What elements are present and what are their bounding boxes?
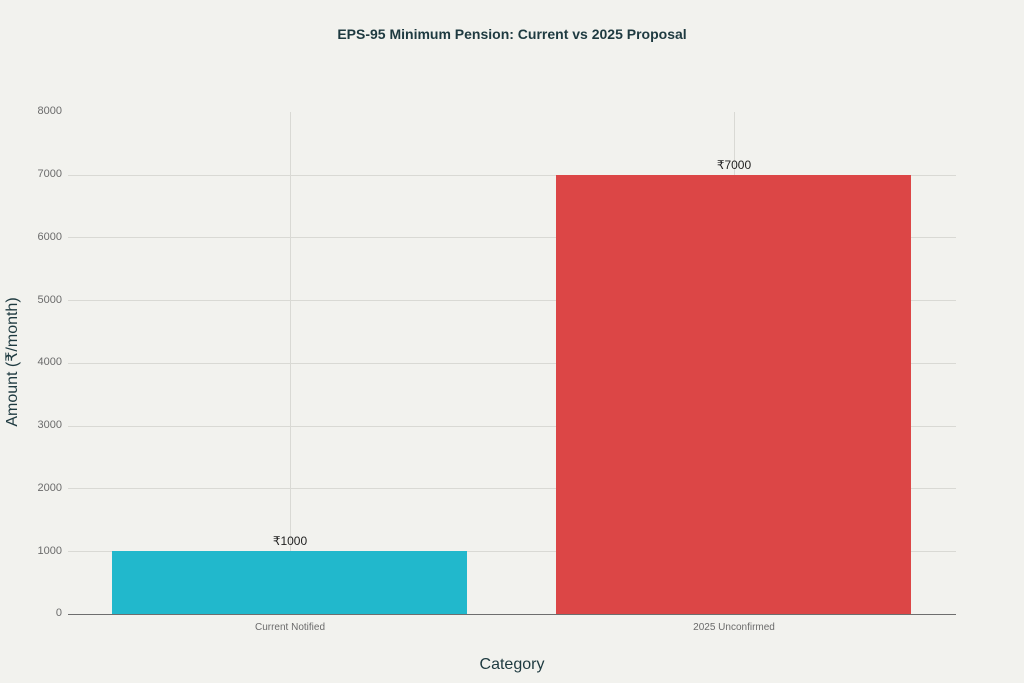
gridline	[68, 426, 956, 427]
y-tick: 2000	[37, 482, 62, 494]
gridline	[68, 237, 956, 238]
x-tick: 2025 Unconfirmed	[693, 622, 775, 633]
x-axis-label: Category	[479, 656, 545, 673]
bar-2025-unconfirmed	[556, 175, 911, 614]
y-tick: 0	[55, 607, 62, 619]
gridline	[68, 300, 956, 301]
chart-title: EPS-95 Minimum Pension: Current vs 2025 …	[337, 26, 687, 42]
bar-current-notified	[112, 551, 467, 614]
gridline	[68, 363, 956, 364]
y-tick: 4000	[37, 356, 62, 368]
y-tick: 8000	[37, 105, 62, 117]
vertical-gridline	[290, 112, 291, 614]
y-tick: 6000	[37, 231, 62, 243]
gridline	[68, 175, 956, 176]
gridline	[68, 551, 956, 552]
x-tick: Current Notified	[254, 622, 326, 633]
y-tick: 3000	[37, 419, 62, 431]
gridline	[68, 488, 956, 489]
y-tick: 5000	[37, 294, 62, 306]
bar-value-label: ₹1000	[272, 534, 308, 548]
y-tick: 1000	[37, 545, 62, 557]
y-tick: 7000	[37, 168, 62, 180]
x-axis-line	[68, 614, 956, 615]
plot-area: ₹1000 ₹7000	[68, 112, 956, 614]
bar-value-label: ₹7000	[716, 158, 752, 172]
